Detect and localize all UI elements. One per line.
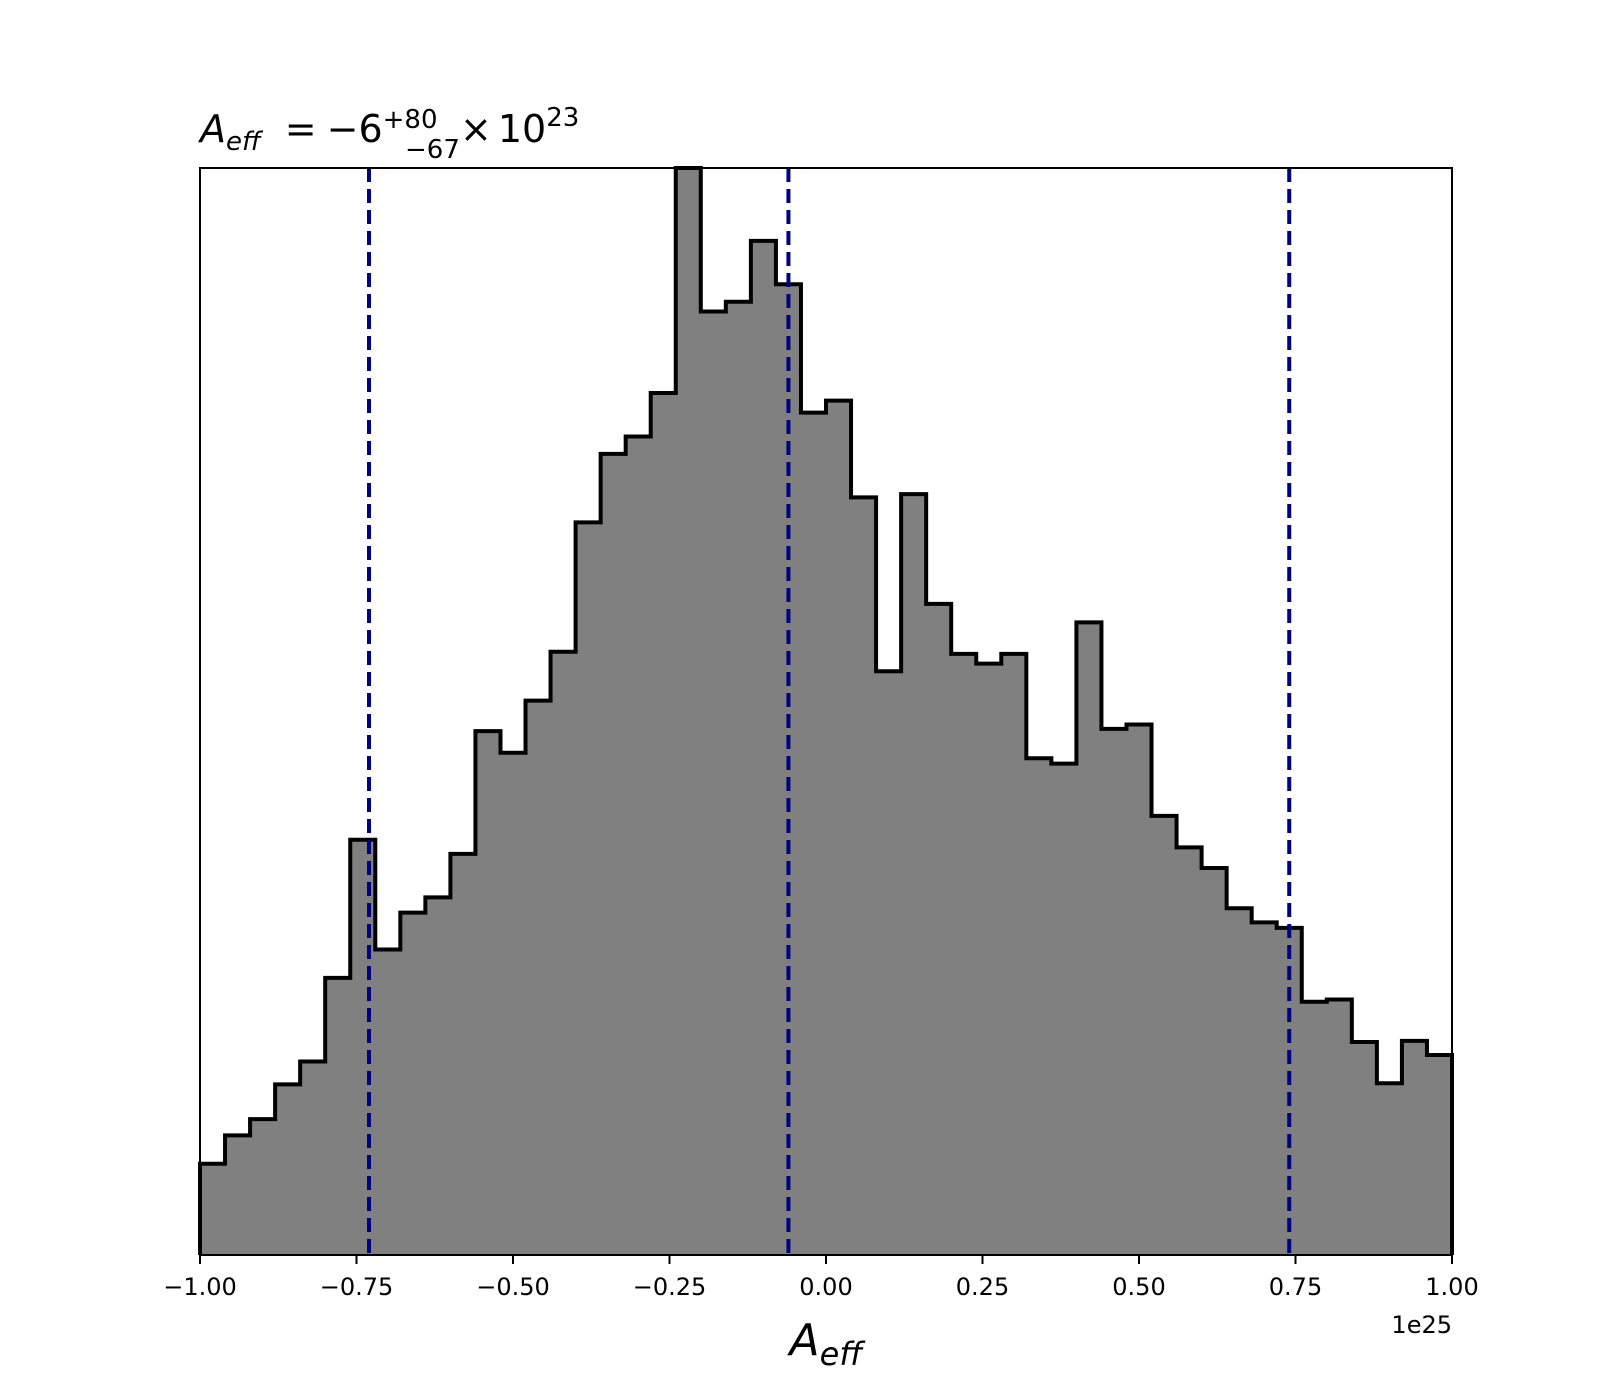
title-base: 10: [498, 107, 546, 151]
histogram-bar: [851, 497, 877, 1256]
histogram-bar: [1401, 1040, 1428, 1255]
histogram-bar: [1301, 1001, 1328, 1255]
title-equals: =: [285, 107, 317, 151]
x-axis-label: Aeff: [787, 1315, 867, 1373]
histogram-bar: [375, 949, 401, 1255]
histogram-bar: [1176, 847, 1203, 1255]
histogram-bar: [500, 752, 527, 1255]
histogram-bar: [1251, 922, 1278, 1255]
histogram-bar: [1026, 758, 1052, 1255]
x-axis-label-variable: A: [787, 1315, 820, 1366]
histogram-bar: [475, 731, 502, 1255]
histogram-bar: [625, 436, 652, 1255]
histogram-bar: [1326, 999, 1353, 1255]
x-axis-offset-label: 1e25: [1391, 1311, 1452, 1339]
histogram-bar: [450, 853, 477, 1255]
histogram-bar: [800, 412, 827, 1255]
title-lower-error: −67: [405, 135, 460, 165]
x-axis-label-subscript: eff: [820, 1335, 867, 1373]
histogram-bar: [1201, 868, 1228, 1255]
histogram-bar: [1376, 1083, 1403, 1255]
histogram-bars: [200, 168, 1453, 1256]
x-tick-label: −0.75: [320, 1273, 394, 1301]
histogram-outline: [198, 166, 1454, 1255]
histogram-bar: [876, 671, 902, 1255]
histogram-bar: [1151, 815, 1178, 1255]
histogram-bar: [826, 400, 852, 1255]
histogram-bar: [525, 700, 552, 1255]
histogram-bar: [675, 168, 702, 1255]
x-tick-label: 0.25: [956, 1273, 1009, 1301]
histogram-bar: [951, 653, 977, 1255]
histogram-bar: [425, 897, 451, 1255]
histogram-bar: [350, 839, 376, 1255]
chart-title: Aeff = −6+80 −67× 1023: [197, 103, 579, 165]
histogram-bar: [976, 663, 1002, 1255]
histogram-bar: [200, 1163, 226, 1255]
histogram-bar: [1076, 622, 1103, 1255]
x-tick-label: 0.50: [1112, 1273, 1165, 1301]
histogram-bar: [700, 311, 727, 1255]
histogram-bar: [1226, 908, 1253, 1255]
histogram-bar: [575, 522, 602, 1255]
histogram-bar: [1101, 728, 1128, 1255]
histogram-bar: [300, 1061, 326, 1255]
histogram-bar: [750, 240, 777, 1256]
x-tick-label: 1.00: [1425, 1273, 1478, 1301]
histogram-bar: [1051, 763, 1077, 1255]
histogram-bar: [1351, 1041, 1378, 1255]
histogram-bar: [1426, 1054, 1453, 1255]
histogram-bar: [275, 1084, 301, 1255]
x-tick-label: 0.00: [799, 1273, 852, 1301]
title-variable: A: [197, 107, 226, 151]
x-tick-label: 0.75: [1269, 1273, 1322, 1301]
histogram-bar: [225, 1135, 251, 1255]
histogram-bar: [1126, 724, 1153, 1255]
histogram-bar: [600, 453, 627, 1256]
plot-area: −1.00 −0.75 −0.50 −0.25 0.00 0.25 0.50 0.75 1.00: [163, 166, 1479, 1301]
title-upper-error: +80: [383, 105, 438, 135]
histogram-bar: [650, 393, 677, 1255]
x-tick-label: −0.50: [476, 1273, 550, 1301]
x-tick-label: −1.00: [163, 1273, 237, 1301]
percentile-lines: [367, 168, 1292, 1255]
histogram-bar: [550, 651, 577, 1255]
x-axis-ticks: −1.00 −0.75 −0.50 −0.25 0.00 0.25 0.50 0.75 1.00: [163, 1255, 1479, 1301]
title-variable-subscript: eff: [226, 127, 264, 157]
title-times: ×: [460, 107, 492, 151]
histogram-bar: [1001, 653, 1027, 1255]
histogram-bar: [250, 1119, 276, 1255]
histogram-bar: [725, 301, 752, 1255]
x-tick-label: −0.25: [633, 1273, 707, 1301]
histogram-bar: [325, 977, 351, 1255]
title-exponent: 23: [546, 103, 579, 133]
histogram-bar: [926, 603, 952, 1255]
title-value: −6: [327, 107, 383, 151]
histogram-bar: [400, 912, 426, 1255]
histogram-bar: [901, 494, 927, 1256]
